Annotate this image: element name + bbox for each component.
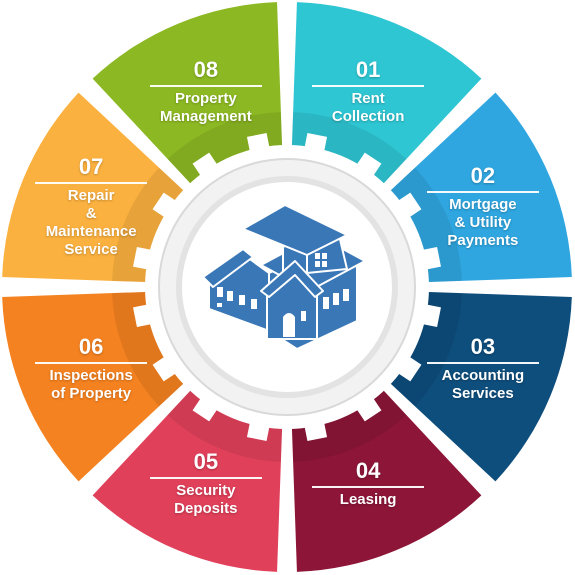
gear-teeth: [133, 133, 441, 441]
segment-number: 02: [426, 163, 539, 193]
gear-tooth: [303, 417, 328, 441]
segment-inner-band: [291, 112, 407, 200]
segment-label-07: 07 Repair & Maintenance Service: [26, 154, 156, 259]
segment-label-03: 03 Accounting Services: [418, 335, 548, 403]
segment-01: [291, 2, 482, 200]
gear-tooth: [303, 133, 328, 157]
segment-label-06: 06 Inspections of Property: [26, 335, 156, 403]
segment-inner-band: [291, 374, 407, 462]
segment-text: Leasing: [339, 490, 397, 508]
segment-number: 07: [35, 154, 148, 184]
segment-07: [2, 92, 200, 283]
segment-inner-band: [167, 374, 283, 462]
segment-label-08: 08 Property Management: [141, 58, 271, 126]
gear-tooth: [393, 353, 422, 382]
house-icon: [202, 204, 366, 350]
segment-text: Accounting Services: [441, 367, 525, 403]
segment-inner-band: [374, 291, 462, 407]
gear-tooth: [417, 246, 441, 271]
segment-number: 08: [149, 58, 262, 88]
segment-03: [374, 291, 572, 482]
segment-number: 05: [149, 449, 262, 479]
gear-tooth: [133, 303, 157, 328]
gear-tooth: [133, 246, 157, 271]
segment-text: Repair & Maintenance Service: [45, 186, 137, 258]
segment-text: Mortgage & Utility Payments: [447, 195, 519, 249]
segment-inner-band: [112, 291, 200, 407]
gear-tooth: [152, 353, 181, 382]
segment-label-01: 01 Rent Collection: [303, 58, 433, 126]
gear-tooth: [246, 133, 271, 157]
segment-number: 03: [426, 335, 539, 365]
gear-tooth: [192, 393, 221, 422]
segment-label-04: 04 Leasing: [303, 458, 433, 509]
segment-04: [291, 374, 482, 572]
segment-text: Inspections of Property: [49, 367, 133, 403]
segment-inner-band: [374, 167, 462, 283]
segment-label-05: 05 Security Deposits: [141, 449, 271, 518]
segment-inner-band: [112, 167, 200, 283]
segment-05: [92, 374, 283, 572]
segment-02: [374, 92, 572, 283]
segment-number: 04: [312, 458, 425, 488]
segment-label-02: 02 Mortgage & Utility Payments: [418, 163, 548, 250]
segment-text: Rent Collection: [331, 90, 405, 126]
segment-text: Security Deposits: [174, 481, 238, 517]
segment-inner-band: [167, 112, 283, 200]
gear-tooth: [417, 303, 441, 328]
gear-tooth: [353, 393, 382, 422]
gear-tooth: [192, 152, 221, 181]
gear-tooth: [353, 152, 382, 181]
segment-06: [2, 291, 200, 482]
gear-tooth: [246, 417, 271, 441]
gear-tooth: [393, 192, 422, 221]
segment-08: [92, 2, 283, 200]
segment-number: 01: [312, 58, 425, 88]
segment-text: Property Management: [160, 90, 252, 126]
gear-tooth: [152, 192, 181, 221]
segment-number: 06: [35, 335, 148, 365]
